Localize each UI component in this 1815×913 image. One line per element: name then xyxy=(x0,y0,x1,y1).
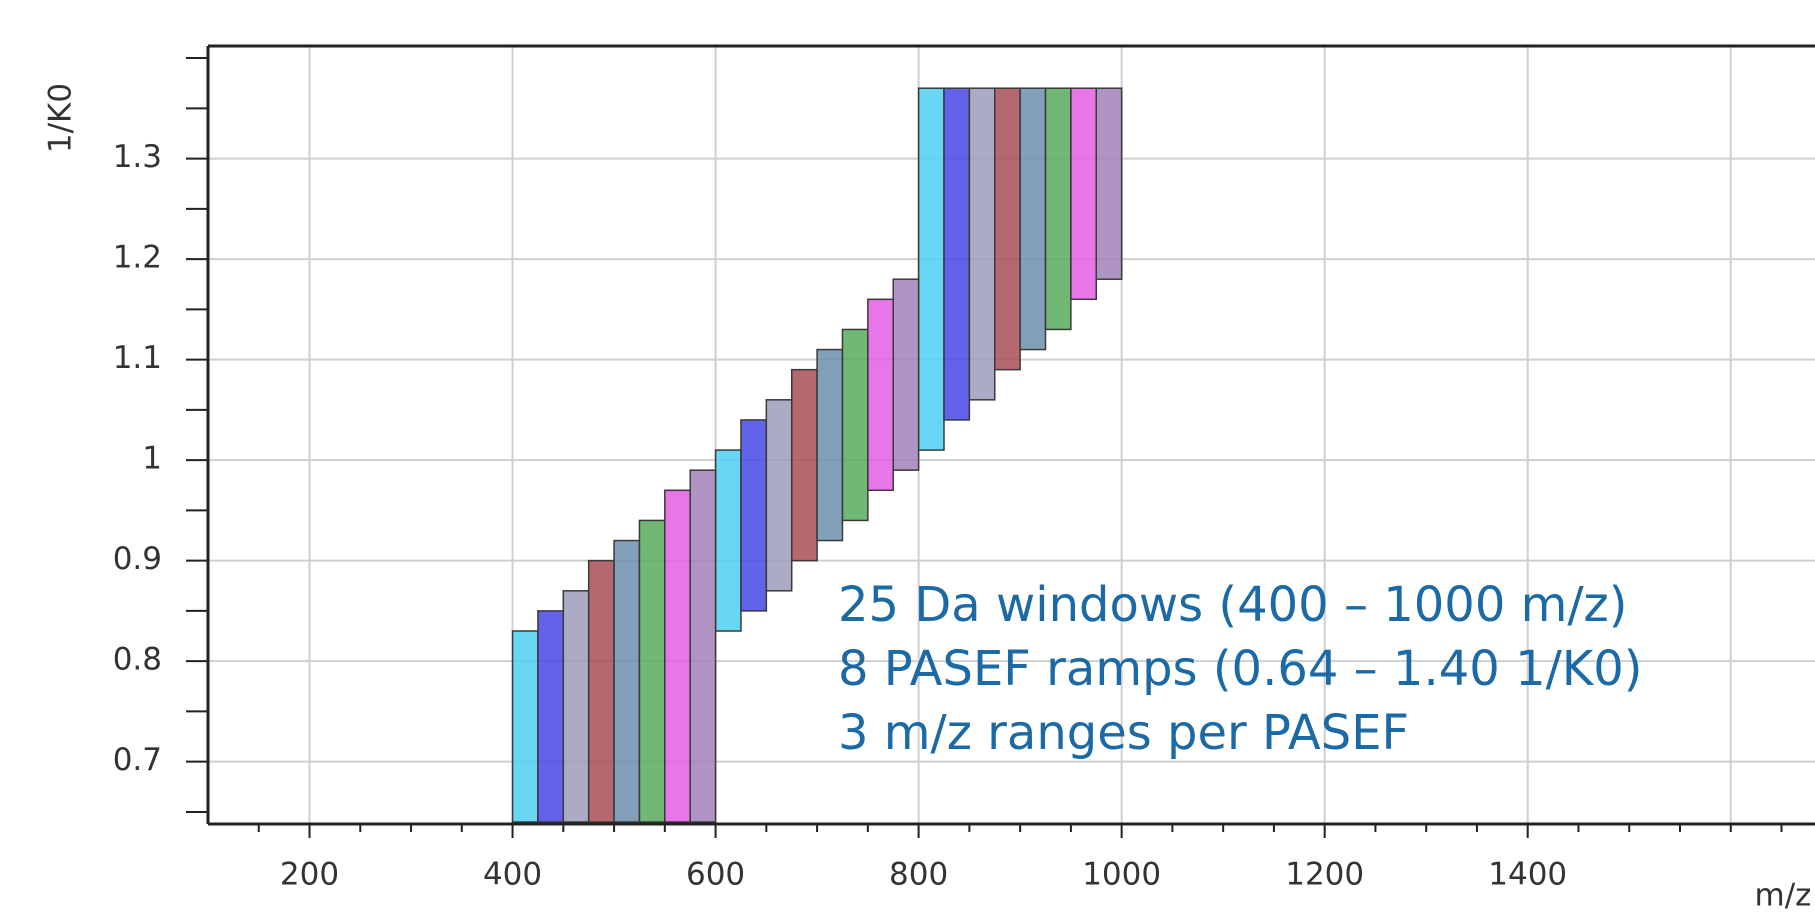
isolation-window xyxy=(613,539,641,823)
annotation: 25 Da windows (400 – 1000 m/z) xyxy=(838,577,1627,633)
isolation-window xyxy=(638,519,666,823)
y-tick-label: 1.2 xyxy=(113,240,162,276)
y-tick-label: 1.3 xyxy=(113,139,162,175)
y-axis-label: 1/K0 xyxy=(43,83,79,153)
isolation-window xyxy=(892,278,920,471)
isolation-window xyxy=(816,348,844,542)
x-tick-label: 800 xyxy=(889,857,948,893)
x-tick-label: 1000 xyxy=(1082,857,1161,893)
isolation-window xyxy=(562,590,590,823)
y-tick-label: 1 xyxy=(142,441,162,477)
isolation-window xyxy=(841,328,869,522)
isolation-window xyxy=(1019,87,1047,351)
isolation-window xyxy=(1044,87,1072,331)
annotation: 3 m/z ranges per PASEF xyxy=(838,705,1409,761)
isolation-window xyxy=(537,610,565,823)
x-tick-label: 200 xyxy=(280,857,339,893)
isolation-window xyxy=(790,368,818,562)
x-axis-label: m/z xyxy=(1755,878,1812,913)
isolation-window xyxy=(587,559,615,823)
isolation-window xyxy=(1070,87,1098,301)
y-tick-label: 1.1 xyxy=(113,340,162,376)
x-tick-label: 1400 xyxy=(1488,857,1567,893)
y-tick-label: 0.8 xyxy=(113,642,162,678)
x-tick-label: 1200 xyxy=(1285,857,1364,893)
isolation-window xyxy=(664,489,691,823)
annotation: 8 PASEF ramps (0.64 – 1.40 1/K0) xyxy=(838,641,1643,697)
isolation-window xyxy=(511,630,539,823)
isolation-window xyxy=(867,298,894,492)
isolation-window xyxy=(1095,87,1123,280)
x-tick-label: 600 xyxy=(686,857,745,893)
isolation-window xyxy=(968,87,996,401)
isolation-window xyxy=(943,87,971,421)
isolation-window xyxy=(765,399,793,592)
isolation-window xyxy=(917,87,945,451)
y-tick-label: 0.9 xyxy=(113,541,162,577)
x-tick-label: 400 xyxy=(483,857,542,893)
y-tick-label: 0.7 xyxy=(113,742,162,778)
isolation-window xyxy=(714,449,742,632)
isolation-window xyxy=(689,469,717,823)
isolation-window xyxy=(993,87,1021,371)
isolation-window xyxy=(740,419,768,612)
